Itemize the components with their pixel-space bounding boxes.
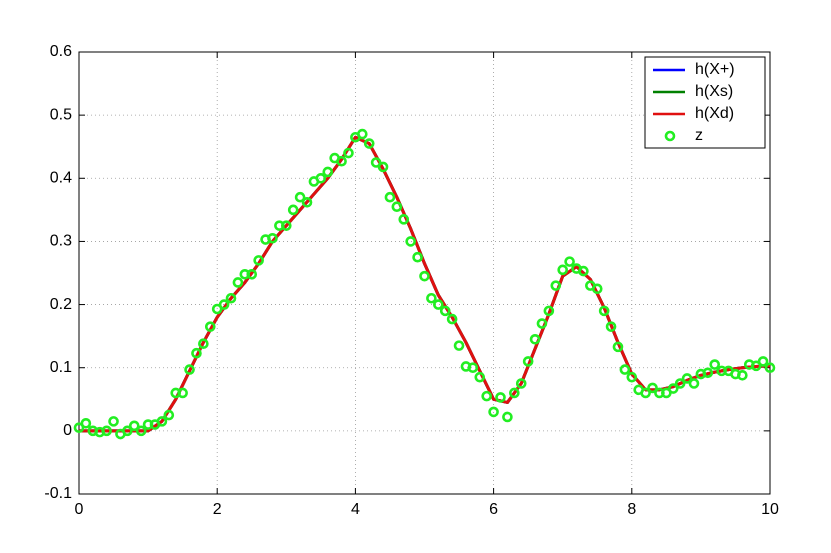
- marker: [280, 220, 292, 231]
- marker: [384, 191, 396, 203]
- marker: [757, 356, 769, 367]
- marker: [550, 280, 562, 291]
- marker: [515, 378, 527, 389]
- y-tick-label: -0.1: [44, 485, 72, 502]
- marker: [481, 390, 492, 402]
- marker: [156, 416, 168, 427]
- legend-label: h(X+): [695, 61, 735, 78]
- x-tick-label: 10: [761, 501, 779, 518]
- marker: [191, 347, 202, 359]
- marker: [598, 305, 610, 317]
- marker: [101, 425, 112, 437]
- marker: [177, 387, 188, 399]
- x-tick-label: 4: [351, 501, 360, 518]
- marker: [391, 201, 403, 212]
- marker: [529, 333, 541, 345]
- y-tick-label: 0.5: [50, 106, 72, 123]
- marker: [426, 292, 437, 304]
- marker: [564, 256, 575, 267]
- marker: [619, 364, 631, 375]
- marker: [405, 236, 416, 247]
- legend-label: h(Xs): [695, 83, 733, 100]
- marker: [626, 371, 638, 383]
- y-tick-label: 0.1: [50, 359, 72, 376]
- marker: [363, 138, 375, 149]
- legend-marker: [664, 130, 676, 142]
- marker: [667, 383, 679, 394]
- marker: [301, 196, 313, 208]
- marker: [336, 155, 347, 167]
- marker: [591, 283, 603, 295]
- marker: [108, 416, 119, 427]
- marker: [474, 371, 486, 383]
- legend-label: z: [695, 127, 703, 144]
- marker: [135, 425, 147, 437]
- marker: [204, 321, 216, 332]
- marker: [433, 299, 444, 310]
- marker: [225, 292, 237, 304]
- marker: [640, 387, 651, 399]
- axes-box: [78, 51, 771, 495]
- marker: [198, 338, 209, 350]
- marker: [681, 373, 693, 384]
- marker: [522, 356, 534, 367]
- marker: [709, 359, 721, 370]
- marker: [128, 420, 140, 432]
- marker: [543, 305, 555, 317]
- marker: [218, 299, 230, 310]
- marker: [509, 387, 520, 399]
- marker: [232, 277, 244, 288]
- marker: [80, 417, 92, 429]
- marker: [357, 128, 368, 140]
- marker: [495, 392, 506, 403]
- marker: [674, 378, 686, 389]
- marker: [246, 268, 258, 280]
- x-tick-label: 2: [213, 501, 222, 518]
- legend-label: h(Xd): [695, 105, 734, 122]
- marker: [612, 341, 624, 353]
- x-tick-label: 0: [75, 501, 84, 518]
- marker: [343, 147, 354, 159]
- marker: [467, 362, 479, 374]
- marker: [294, 191, 306, 203]
- marker: [578, 265, 589, 277]
- legend: [644, 56, 766, 149]
- marker: [412, 251, 423, 263]
- marker: [557, 264, 569, 276]
- y-tick-label: 0.2: [50, 296, 72, 313]
- y-tick-label: 0.4: [50, 170, 72, 187]
- marker: [439, 305, 451, 317]
- marker: [184, 364, 195, 375]
- marker: [253, 255, 264, 266]
- x-tick-label: 6: [489, 501, 498, 518]
- marker: [377, 161, 389, 173]
- marker: [122, 425, 133, 437]
- marker: [488, 406, 499, 418]
- marker: [688, 378, 700, 389]
- y-tick-label: 0: [63, 422, 72, 439]
- marker: [702, 367, 714, 379]
- marker: [446, 313, 458, 325]
- marker: [267, 232, 278, 244]
- marker: [647, 382, 658, 394]
- marker: [398, 214, 410, 225]
- marker: [536, 318, 548, 329]
- marker: [737, 369, 748, 381]
- marker: [322, 166, 334, 178]
- x-tick-label: 8: [627, 501, 636, 518]
- marker: [419, 270, 430, 282]
- y-tick-label: 0.3: [50, 233, 72, 250]
- marker: [453, 340, 465, 351]
- marker: [287, 204, 299, 216]
- y-tick-label: 0.6: [50, 43, 72, 60]
- marker: [764, 362, 776, 374]
- marker: [605, 321, 617, 332]
- marker: [315, 172, 327, 184]
- marker: [163, 409, 175, 421]
- marker: [502, 411, 513, 423]
